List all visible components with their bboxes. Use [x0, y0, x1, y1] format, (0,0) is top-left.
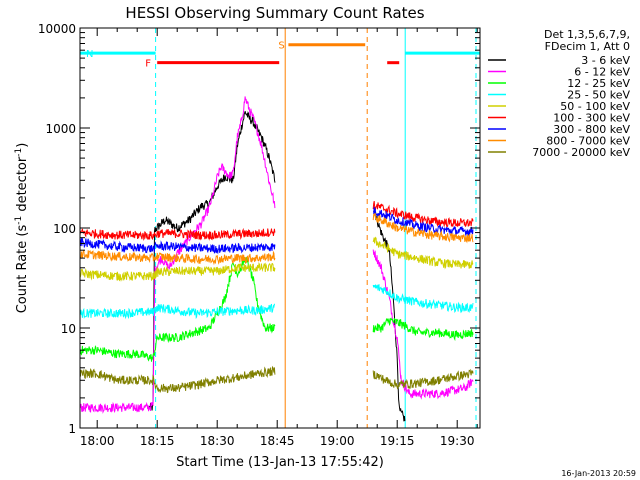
plot-area: N F S: [79, 28, 480, 428]
y-axis-label-exp1: -1: [14, 216, 24, 225]
series-8-line-b: [372, 368, 474, 390]
series-6-line-a: [79, 238, 276, 255]
legend: Det 1,3,5,6,7,9,FDecim 1, Att 03 - 6 keV…: [488, 28, 630, 159]
series-3-line-a: [79, 303, 276, 320]
legend-entry-5: 100 - 300 keV: [553, 112, 630, 125]
x-tick-label-2: 18:30: [200, 434, 235, 448]
series-8-line-a: [79, 365, 276, 394]
y-axis-label-end: ): [15, 143, 30, 148]
x-tick-label-3: 18:45: [260, 434, 295, 448]
y-tick-label-4: 10000: [38, 22, 76, 36]
series-2-line-a: [79, 256, 276, 362]
series-7-line-a: [79, 249, 276, 266]
timestamp: 16-Jan-2013 20:59: [561, 469, 636, 478]
series-1-line-b: [372, 249, 474, 400]
y-axis-label-exp2: -1: [14, 148, 24, 157]
y-axis: 1 10 100 1000 10000: [38, 22, 480, 436]
flag-label-n: N: [86, 49, 93, 60]
chart-title: HESSI Observing Summary Count Rates: [125, 4, 424, 22]
legend-entry-1: 6 - 12 keV: [574, 66, 630, 79]
series-3-line-b: [372, 283, 474, 314]
x-tick-label-4: 19:00: [320, 434, 355, 448]
y-tick-label-3: 1000: [45, 122, 76, 136]
y-tick-label-0: 1: [68, 422, 76, 436]
series-7-line-b: [372, 212, 474, 244]
y-axis-label-main: Count Rate (s: [15, 225, 30, 314]
series-1-line-a: [79, 96, 276, 414]
series-4-line-a: [79, 261, 276, 282]
x-axis-label: Start Time (13-Jan-13 17:55:42): [176, 455, 384, 470]
y-axis-label-mid: detector: [15, 156, 30, 216]
series-4-line-b: [372, 236, 474, 270]
series-5-line-a: [79, 227, 276, 241]
legend-entry-3: 25 - 50 keV: [567, 89, 630, 102]
x-tick-label-1: 18:15: [140, 434, 175, 448]
legend-entry-2: 12 - 25 keV: [567, 77, 630, 90]
y-axis-label: Count Rate (s-1 detector-1): [14, 143, 30, 314]
x-axis: 18:00 18:15 18:30 18:45 19:00 19:15 19:30: [80, 28, 478, 448]
legend-entry-8: 7000 - 20000 keV: [532, 146, 630, 159]
x-tick-label-5: 19:15: [380, 434, 415, 448]
legend-header-0: Det 1,3,5,6,7,9,: [544, 28, 630, 41]
x-tick-label-0: 18:00: [80, 434, 115, 448]
series-6-line-b: [372, 206, 474, 237]
legend-entry-4: 50 - 100 keV: [560, 100, 630, 113]
y-tick-label-1: 10: [61, 322, 76, 336]
legend-entry-6: 300 - 800 keV: [553, 123, 630, 136]
flag-label-f: F: [145, 59, 151, 70]
legend-header-1: FDecim 1, Att 0: [545, 40, 630, 53]
flag-label-s: S: [278, 41, 284, 52]
x-tick-label-6: 19:30: [440, 434, 475, 448]
series-2-line-b: [372, 317, 474, 342]
legend-entry-7: 800 - 7000 keV: [546, 135, 630, 148]
y-tick-label-2: 100: [53, 222, 76, 236]
legend-entry-0: 3 - 6 keV: [581, 54, 630, 67]
series-0-line-a: [148, 111, 276, 411]
